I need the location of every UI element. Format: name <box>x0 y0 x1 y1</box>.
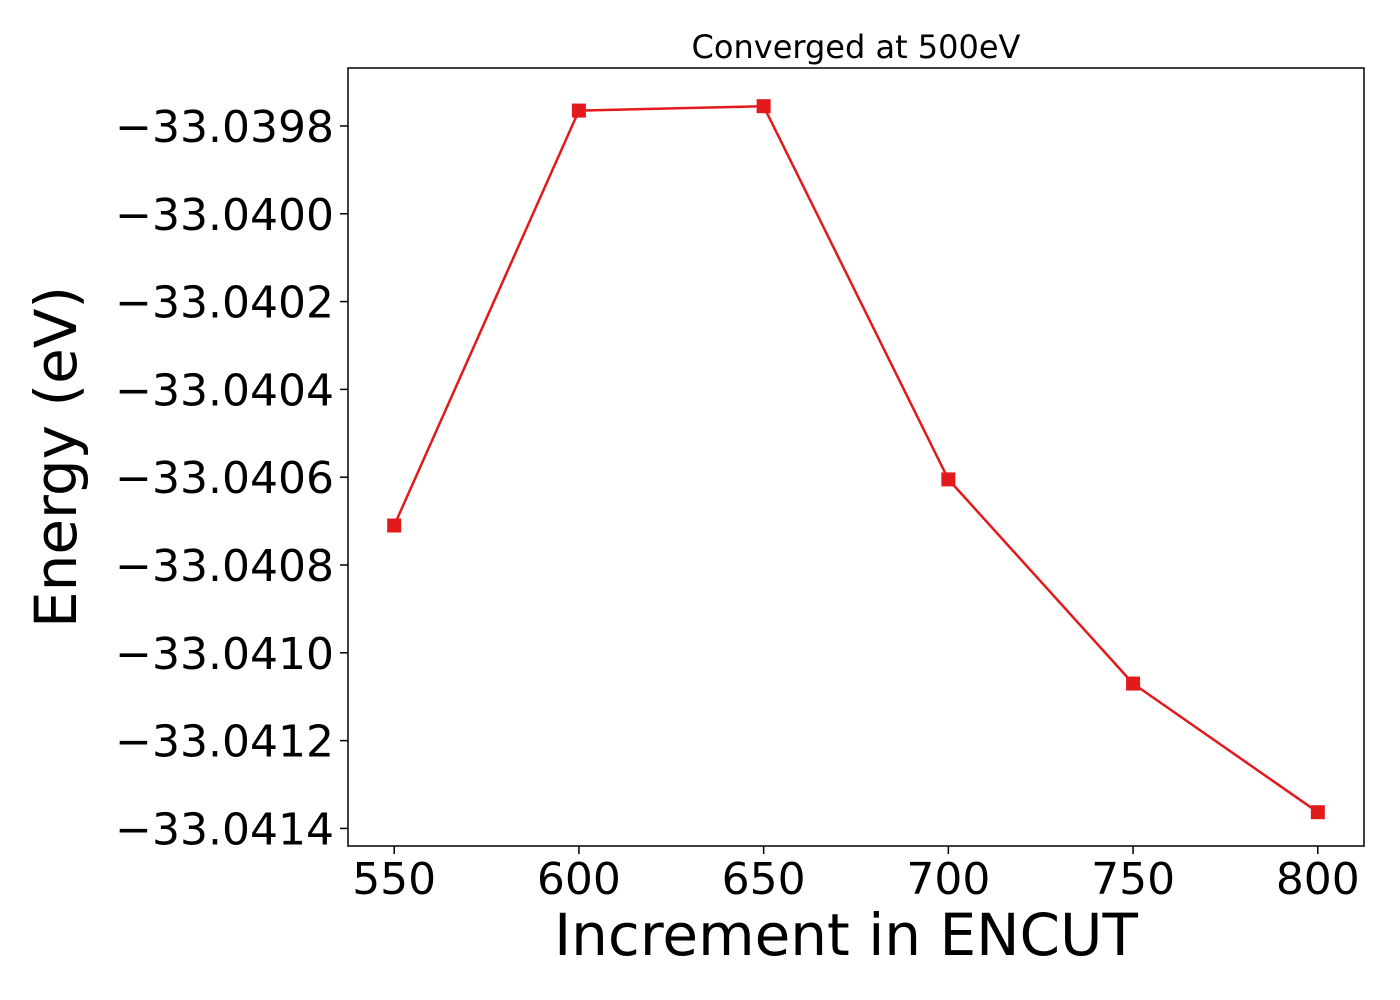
data-point-marker <box>1310 805 1325 820</box>
data-point-marker <box>756 99 771 114</box>
y-tick-label: −33.0406 <box>115 453 334 504</box>
data-point-marker <box>941 472 956 487</box>
x-axis-title: Increment in ENCUT <box>554 901 1138 969</box>
series-line <box>393 104 1319 814</box>
y-tick-label: −33.0404 <box>115 365 334 416</box>
y-tick-label: −33.0410 <box>115 629 334 680</box>
data-point-marker <box>571 103 586 118</box>
y-tick-label: −33.0398 <box>115 102 334 153</box>
x-tick-label: 550 <box>352 854 436 905</box>
y-tick-label: −33.0400 <box>115 190 334 241</box>
data-point-marker <box>387 518 402 533</box>
data-point-marker <box>1126 676 1141 691</box>
plot-frame <box>347 67 1365 847</box>
y-axis-title: Energy (eV) <box>22 286 90 628</box>
x-tick-label: 650 <box>722 854 806 905</box>
x-tick-label: 700 <box>906 854 990 905</box>
plot-area: 550 600 650 700 750 800 −33.0398 −33.0400 −33.04… <box>115 99 1360 905</box>
y-tick-label: −33.0408 <box>115 541 334 592</box>
y-tick-label: −33.0402 <box>115 278 334 329</box>
x-tick-label: 750 <box>1091 854 1175 905</box>
x-tick-label: 600 <box>537 854 621 905</box>
y-tick-label: −33.0414 <box>115 804 334 855</box>
y-tick-label: −33.0412 <box>115 717 334 768</box>
chart-title: Converged at 500eV <box>692 28 1021 66</box>
x-tick-label: 800 <box>1276 854 1360 905</box>
